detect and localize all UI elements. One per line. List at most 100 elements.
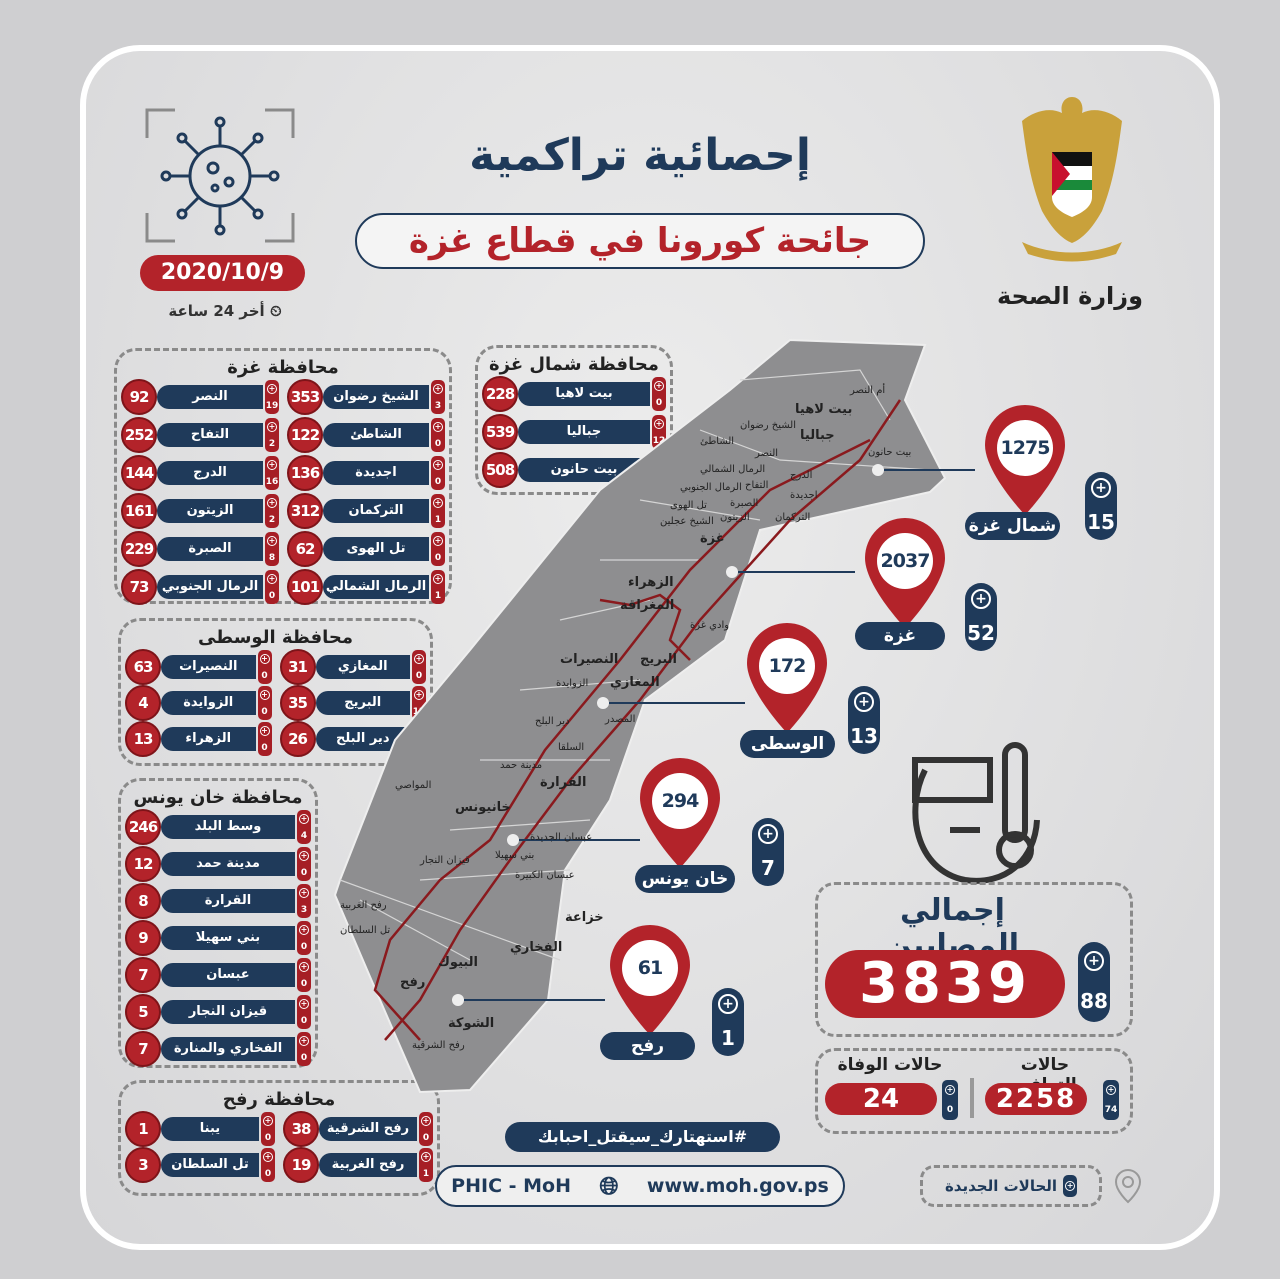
website-link[interactable]: www.moh.gov.ps: [646, 1175, 829, 1197]
plus-icon: +: [299, 924, 309, 935]
new-cases-value: 1: [415, 742, 423, 753]
district-total: 26: [279, 721, 316, 757]
district-total: 38: [283, 1111, 319, 1147]
plus-icon: +: [299, 998, 309, 1009]
district-name: مدينة حمد: [161, 852, 295, 876]
plus-icon: +: [718, 994, 738, 1014]
new-cases-value: 0: [261, 706, 268, 717]
district-total: 63: [125, 649, 161, 685]
report-date: 2020/10/9: [140, 255, 305, 291]
new-cases-badge: +2: [265, 418, 279, 452]
new-cases-badge: +1: [412, 722, 426, 756]
district-row: +2 التفاح 252: [121, 417, 279, 453]
plus-icon: +: [267, 497, 277, 508]
district-row: +0 تل السلطان 3: [125, 1147, 275, 1183]
new-cases-value: 3: [655, 473, 663, 484]
district-name: النصر: [157, 385, 263, 409]
new-cases-badge: +0: [431, 456, 445, 490]
palestine-eagle-logo: [1022, 97, 1122, 262]
plus-icon: +: [421, 1115, 431, 1126]
district-row: +0 بني سهيلا 9: [125, 920, 311, 956]
recovery-deaths-panel: [815, 1048, 1133, 1134]
district-row: +0 عبسان 7: [125, 957, 311, 993]
new-cases-value: 0: [422, 1132, 430, 1143]
plus-icon: +: [414, 653, 424, 664]
district-name: الرمال الجنوبي: [157, 575, 263, 599]
map-label: المصدر: [605, 714, 636, 725]
district-row: +3 الشيخ رضوان 353: [287, 379, 445, 415]
district-name: عبسان: [161, 963, 295, 987]
plus-icon: +: [267, 421, 277, 432]
district-name: وسط البلد: [161, 815, 295, 839]
new-cases-value: 0: [655, 397, 663, 408]
district-total: 144: [121, 455, 157, 491]
district-total: 252: [121, 417, 157, 453]
district-total: 5: [125, 994, 161, 1030]
map-label: أم النصر: [850, 385, 886, 396]
plus-icon: +: [267, 573, 277, 584]
pin-total: 2037: [877, 533, 933, 589]
district-total: 161: [121, 493, 157, 529]
pin-total: 61: [622, 940, 678, 996]
plus-icon: +: [263, 1115, 273, 1126]
district-row: +0 قيزان النجار 5: [125, 994, 311, 1030]
new-cases-value: 19: [265, 400, 279, 411]
district-name: الرمال الشمالي: [323, 575, 429, 599]
legend: + الحالات الجديدة: [920, 1165, 1102, 1207]
pin-new-value: 13: [850, 724, 878, 748]
district-name: الشاطئ: [323, 423, 429, 447]
new-cases-badge: +0: [431, 532, 445, 566]
footer-bar: PHIC - MoH 🌐︎ www.moh.gov.ps: [435, 1165, 845, 1207]
page-subtitle: جائحة كورونا في قطاع غزة: [355, 213, 925, 269]
total-cases-value: 3839: [825, 950, 1065, 1018]
new-cases-badge: +19: [265, 380, 279, 414]
new-cases-value: 3: [434, 400, 442, 411]
map-label: مدينة حمد: [500, 760, 543, 771]
district-name: رفح الشرقية: [319, 1117, 417, 1141]
district-name: قيزان النجار: [161, 1000, 295, 1024]
plus-icon: +: [259, 689, 270, 700]
map-label: الصبرة: [730, 498, 759, 509]
deaths-label: حالات الوفاة: [837, 1055, 943, 1075]
map-label: المغازي: [610, 675, 660, 690]
map-label: السلقا: [558, 742, 585, 753]
new-cases-badge: +3: [297, 884, 311, 918]
new-cases-badge: +4: [297, 810, 311, 844]
map-label: الزهراء: [628, 575, 674, 590]
map-label: الشيخ عجلين: [660, 516, 714, 527]
plus-icon: +: [259, 653, 270, 664]
plus-icon: +: [433, 573, 443, 584]
total-new-cases-badge: +88: [1078, 942, 1110, 1022]
new-cases-value: 3: [300, 904, 308, 915]
district-row: +0 الزوايدة 4: [125, 685, 272, 721]
new-cases-badge: +0: [297, 1032, 311, 1066]
district-name: المغازي: [315, 655, 410, 679]
map-label: رفح: [400, 975, 426, 990]
district-total: 73: [121, 569, 157, 605]
panel-title: محافظة الوسطى: [197, 627, 354, 648]
pin-new-cases-badge: +52: [965, 583, 997, 651]
new-cases-value: 0: [261, 670, 268, 681]
district-name: التفاح: [157, 423, 263, 447]
new-cases-badge: +1: [431, 494, 445, 528]
pin-new-value: 1: [721, 1026, 735, 1050]
district-row: +16 الدرج 144: [121, 455, 279, 491]
plus-icon: +: [433, 421, 443, 432]
plus-icon: +: [433, 497, 443, 508]
map-label: دير البلح: [535, 716, 570, 727]
middle-governorate-panel: محافظة الوسطى +0 المغازي 31 +0 النصيرات …: [118, 618, 433, 766]
panel-title: محافظة غزة: [227, 357, 339, 378]
deaths-value: 24: [825, 1083, 937, 1115]
plus-icon: +: [854, 692, 874, 712]
new-cases-legend-icon: +: [1063, 1175, 1078, 1197]
map-label: بني سهيلا: [495, 850, 535, 861]
district-row: +0 المغازي 31: [279, 649, 426, 685]
new-cases-badge: +0: [261, 1148, 275, 1182]
plus-icon: +: [299, 887, 309, 898]
district-name: بيت حانون: [518, 458, 650, 482]
new-cases-value: 12: [652, 435, 666, 446]
district-row: +3 بيت حانون 508: [482, 452, 666, 488]
district-row: +2 الزيتون 161: [121, 493, 279, 529]
map-label: الشيخ رضوان: [740, 420, 797, 431]
pin-total: 1275: [997, 420, 1053, 476]
